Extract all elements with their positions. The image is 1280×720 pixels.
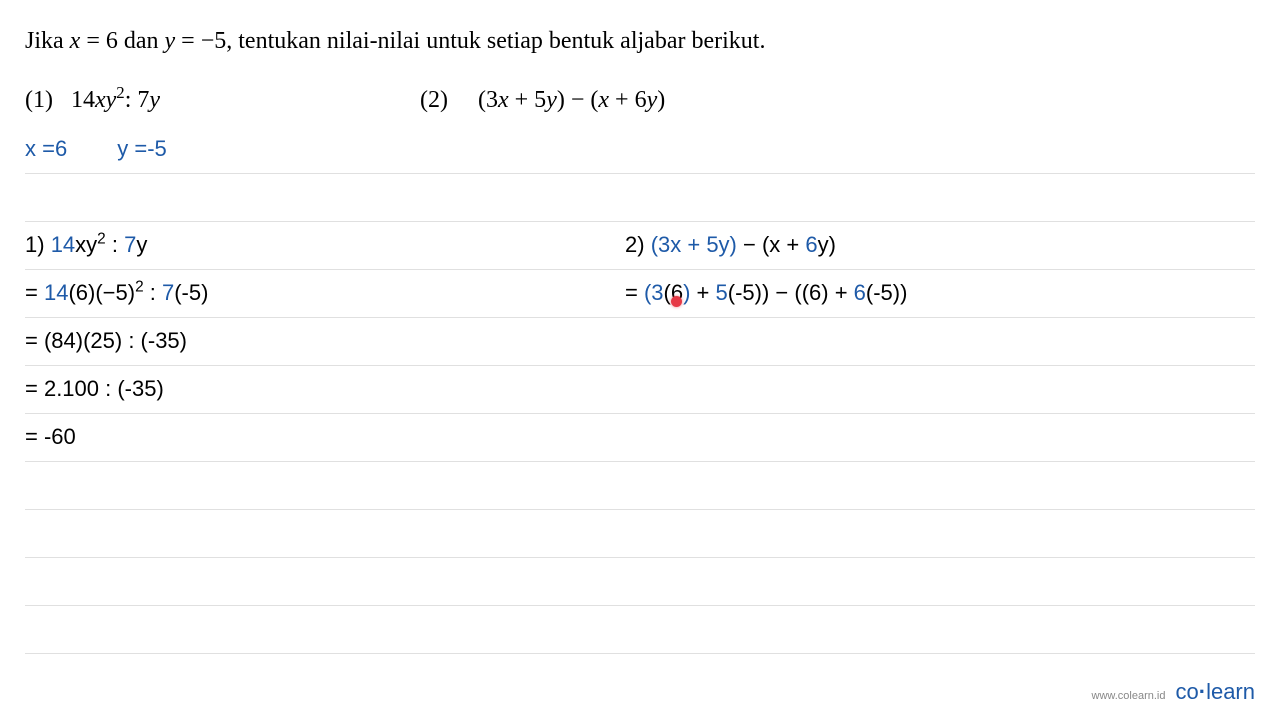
line-sub: = 14(6)(−5)2 : 7(-5) = (3(6) + 5(-5)) − … (25, 270, 1255, 318)
line-empty-1 (25, 174, 1255, 222)
q-yeq: = (175, 28, 201, 54)
l2sup: 2 (135, 279, 144, 296)
p2-b: x (498, 87, 509, 113)
r2f: 5 (716, 280, 728, 305)
r2i: 6 (854, 280, 866, 305)
l2a: = (25, 280, 44, 305)
p1-d: y (149, 87, 160, 113)
q-x: x (70, 28, 81, 54)
footer-logo: co·learn (1176, 679, 1256, 705)
q-y: y (165, 28, 176, 54)
p2-a: (3 (478, 87, 498, 113)
line-l5: = -60 (25, 414, 1255, 462)
work-left-2: = 14(6)(−5)2 : 7(-5) (25, 280, 625, 306)
r1e: y) (818, 232, 836, 257)
work-right-1: 2) (3x + 5y) − (x + 6y) (625, 232, 1255, 258)
problem-1: (1) 14xy2: 7y (25, 87, 420, 114)
l1e: 7 (124, 232, 136, 257)
l2b: 14 (44, 280, 68, 305)
logo-b: learn (1206, 679, 1255, 704)
line-empty-5 (25, 606, 1255, 654)
given-x-val: 6 (55, 136, 67, 162)
logo-dot: · (1199, 679, 1206, 704)
r1d: 6 (805, 232, 817, 257)
line-headers: 1) 14xy2 : 7y 2) (3x + 5y) − (x + 6y) (25, 222, 1255, 270)
q-xeq: = 6 dan (80, 28, 164, 54)
l4: = 2.100 : (-35) (25, 376, 164, 402)
p2-g: + 6 (609, 87, 647, 113)
l2d: : (144, 280, 162, 305)
line-l4: = 2.100 : (-35) (25, 366, 1255, 414)
worksheet-lines: x = 6 y = -5 1) 14xy2 : 7y 2) (3x + 5y) … (25, 126, 1255, 654)
r2h: − ((6) + (769, 280, 853, 305)
q-prefix: Jika (25, 28, 70, 54)
r1a: 2) (625, 232, 651, 257)
q-suffix: , tentukan nilai-nilai untuk setiap bent… (226, 28, 765, 54)
problems-row: (1) 14xy2: 7y (2) (3x + 5y) − (x + 6y) (25, 87, 1255, 114)
r2a: = (625, 280, 644, 305)
work-left-1: 1) 14xy2 : 7y (25, 232, 625, 258)
footer-url: www.colearn.id (1092, 690, 1166, 702)
r2b: (3 (644, 280, 664, 305)
line-l3: = (84)(25) : (-35) (25, 318, 1255, 366)
line-givens: x = 6 y = -5 (25, 126, 1255, 174)
l1a: 1) (25, 232, 51, 257)
logo-a: co (1176, 679, 1199, 704)
p2-i: ) (657, 87, 665, 113)
p2-e: ) − ( (557, 87, 599, 113)
p1-b: xy (95, 87, 116, 113)
given-y-val: -5 (147, 136, 167, 162)
p1-num: (1) (25, 87, 53, 113)
l1d: : (106, 232, 124, 257)
l1f: y (136, 232, 147, 257)
l1b: 14 (51, 232, 75, 257)
work-right-2: = (3(6) + 5(-5)) − ((6) + 6(-5)) (625, 280, 1255, 306)
r2e: + (690, 280, 715, 305)
l3: = (84)(25) : (-35) (25, 328, 187, 354)
p2-d: y (546, 87, 557, 113)
line-empty-3 (25, 510, 1255, 558)
r1c: − (x + (737, 232, 805, 257)
q-yval: −5 (201, 28, 227, 54)
given-y-label: y = (117, 136, 147, 162)
p1-a: 14 (71, 87, 95, 113)
cursor-dot-icon (671, 296, 682, 307)
r1b: (3x + 5y) (651, 232, 737, 257)
p1-sup: 2 (116, 83, 124, 102)
l2c: (6)(−5) (68, 280, 135, 305)
p2-c: + 5 (509, 87, 547, 113)
given-x-label: x = (25, 136, 55, 162)
p2-f: x (598, 87, 609, 113)
p2-h: y (647, 87, 658, 113)
l1sup: 2 (97, 231, 106, 248)
question-text: Jika x = 6 dan y = −5, tentukan nilai-ni… (25, 25, 1255, 59)
l2f: (-5) (174, 280, 208, 305)
r2j: (-5)) (866, 280, 908, 305)
r2g: (-5)) (728, 280, 770, 305)
line-empty-2 (25, 462, 1255, 510)
l5: = -60 (25, 424, 76, 450)
l1c: xy (75, 232, 97, 257)
l2e: 7 (162, 280, 174, 305)
p2-num: (2) (420, 87, 448, 113)
footer: www.colearn.id co·learn (1092, 679, 1255, 705)
line-empty-4 (25, 558, 1255, 606)
p1-c: : 7 (125, 87, 150, 113)
problem-2: (2) (3x + 5y) − (x + 6y) (420, 87, 1255, 114)
